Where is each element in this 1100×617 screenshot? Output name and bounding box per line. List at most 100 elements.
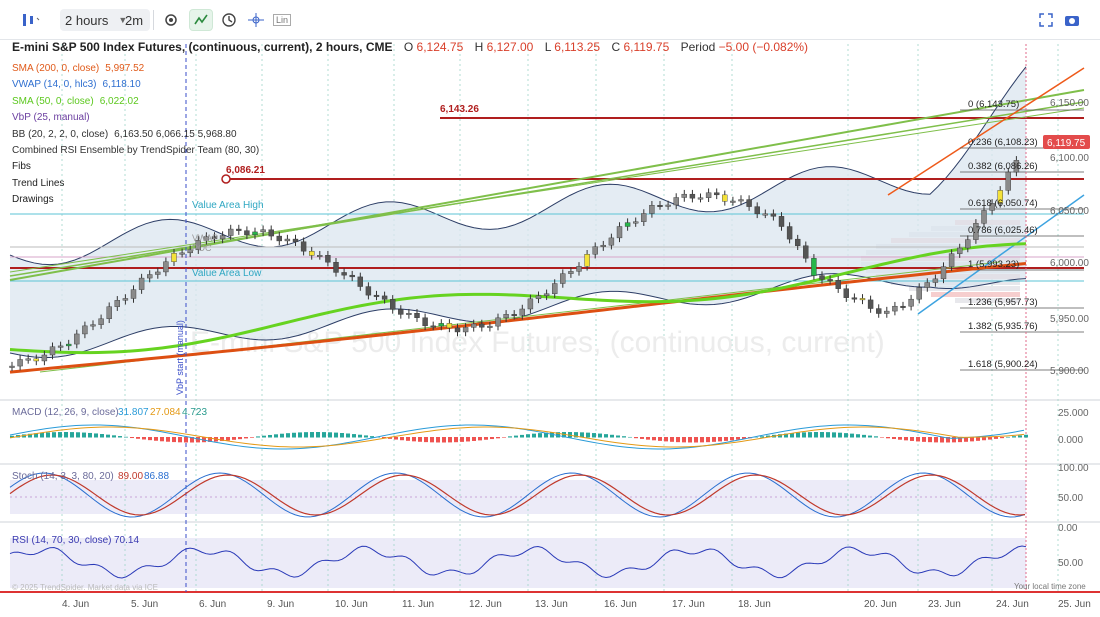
candle-body <box>276 235 282 242</box>
timeframe-select[interactable]: 2 hours ▼ <box>60 9 150 31</box>
candle-body <box>49 346 56 356</box>
macd-histogram-bar <box>364 435 368 438</box>
price-axis-tick: 6,050.00 <box>1050 206 1089 217</box>
candle-body <box>876 308 882 314</box>
indicator-row[interactable]: Trend Lines <box>12 176 808 192</box>
macd-histogram-bar <box>256 436 260 438</box>
macd-histogram-bar <box>1006 436 1010 438</box>
rsi-value: 70.14 <box>114 535 139 546</box>
candle-body <box>373 294 380 297</box>
macd-histogram-bar <box>604 434 608 438</box>
candle-body <box>924 282 930 288</box>
candle-body <box>398 309 404 315</box>
macd-histogram-bar <box>286 433 290 438</box>
fib-label: 1.618 (5,900.24) <box>968 359 1038 370</box>
macd-histogram-bar <box>754 436 758 438</box>
macd-histogram-bar <box>124 436 128 438</box>
macd-histogram-bar <box>1024 434 1028 438</box>
candle-body <box>341 272 347 276</box>
candle-body <box>633 221 639 224</box>
lin-log-button[interactable]: Lin <box>271 9 293 31</box>
macd-histogram-bar <box>406 437 410 441</box>
stoch-d-line <box>9 474 1026 516</box>
fullscreen-button[interactable] <box>1036 9 1056 31</box>
macd-histogram-bar <box>310 432 314 438</box>
candle-body <box>616 226 623 239</box>
candle-body <box>973 223 979 240</box>
current-price-box <box>1043 135 1090 149</box>
candle-body <box>487 325 493 328</box>
candle-body <box>292 238 299 242</box>
clock-button[interactable] <box>218 9 240 31</box>
candle-body <box>738 199 744 202</box>
candle-body <box>948 253 955 267</box>
current-price-label: 6,119.75 <box>1047 138 1086 149</box>
macd-histogram-bar <box>334 432 338 438</box>
macd-histogram-bar <box>10 435 14 438</box>
candle-body <box>795 238 801 246</box>
settings-button[interactable] <box>160 9 182 31</box>
macd-histogram-bar <box>676 437 680 443</box>
indicator-value: 5,997.52 <box>105 63 145 74</box>
macd-histogram-bar <box>508 436 512 438</box>
poc-label: POC <box>192 243 212 253</box>
candle-body <box>819 275 825 280</box>
indicator-row[interactable]: SMA (50, 0, close) 6,022.02 <box>12 94 808 110</box>
candle-body <box>608 237 615 246</box>
trend-line <box>9 107 1085 273</box>
timezone-label: Your local time zone <box>1014 582 1086 591</box>
candle-body <box>803 245 809 259</box>
macd-histogram-bar <box>718 437 722 442</box>
macd-histogram-bar <box>820 432 824 438</box>
indicator-row[interactable]: VbP (25, manual) <box>12 110 808 126</box>
macd-histogram-bar <box>358 434 362 438</box>
macd-histogram-bar <box>82 432 86 438</box>
crosshair-button[interactable] <box>245 9 267 31</box>
chart-canvas[interactable]: E-mini S&P 500 Index Futures, (continuou… <box>0 40 1100 617</box>
candle-body <box>365 286 372 296</box>
indicator-row[interactable]: Fibs <box>12 159 808 175</box>
macd-histogram-bar <box>238 437 242 440</box>
trend-tool-icon <box>194 14 208 25</box>
price-axis-tick: 6,150.00 <box>1050 98 1089 109</box>
candle-body <box>495 317 501 327</box>
candle-body <box>965 239 971 249</box>
macd-histogram-bar <box>550 432 554 438</box>
indicator-name: VWAP (14, 0, hlc3) <box>12 79 97 91</box>
indicator-row[interactable]: Combined RSI Ensemble by TrendSpider Tea… <box>12 143 808 159</box>
candle-body <box>381 295 388 300</box>
candle-body <box>568 271 574 274</box>
macd-histogram-bar <box>454 437 458 443</box>
interval-button[interactable]: 2m <box>122 9 146 31</box>
fib-label: 0.236 (6,108.23) <box>968 137 1038 148</box>
macd-value: 31.807 <box>118 407 149 418</box>
price-axis-tick: 6,000.00 <box>1050 258 1089 269</box>
candle-body <box>892 305 898 312</box>
macd-histogram-bar <box>910 437 914 441</box>
macd-histogram-bar <box>862 434 866 438</box>
high-value: 6,127.00 <box>486 40 534 54</box>
trend-tool-button[interactable] <box>189 9 213 31</box>
candle-body <box>689 193 696 199</box>
macd-label: MACD (12, 26, 9, close) <box>12 407 119 418</box>
indicator-row[interactable]: Drawings <box>12 192 808 208</box>
sma-200-line <box>9 261 1027 374</box>
candle-body <box>859 298 866 301</box>
indicator-row[interactable]: BB (20, 2, 2, 0, close) 6,163.50 6,066.15… <box>12 127 808 143</box>
macd-histogram-bar <box>160 437 164 442</box>
vbp-bar <box>955 298 1020 303</box>
candle-body <box>114 300 121 307</box>
close-value: 6,119.75 <box>623 40 670 54</box>
indicator-row[interactable]: VWAP (14, 0, hlc3) 6,118.10 <box>12 77 808 93</box>
macd-histogram-bar <box>298 432 302 438</box>
candle-body <box>957 247 963 254</box>
high-label: H <box>474 40 484 54</box>
macd-histogram-bar <box>40 432 44 438</box>
candle-body <box>25 358 31 361</box>
indicator-row[interactable]: SMA (200, 0, close) 5,997.52 <box>12 61 808 77</box>
macd-histogram-bar <box>466 437 470 442</box>
chart-type-button[interactable] <box>10 9 50 31</box>
macd-histogram-bar <box>886 437 890 439</box>
screenshot-button[interactable] <box>1062 9 1082 31</box>
candle-body <box>657 205 663 207</box>
